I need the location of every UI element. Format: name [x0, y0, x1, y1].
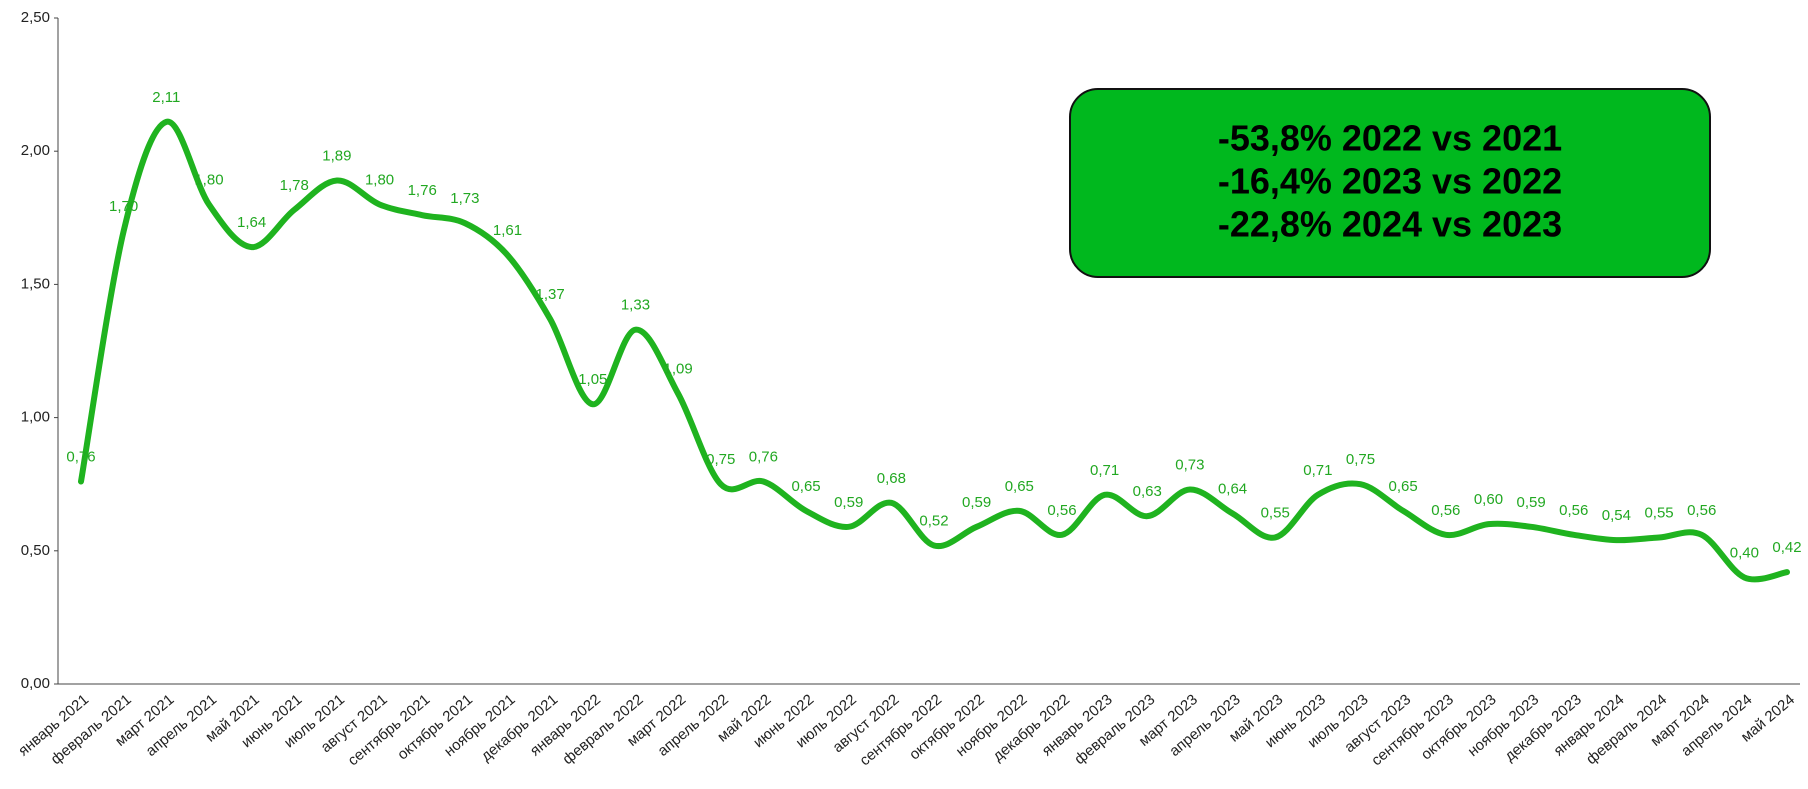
data-label: 0,55: [1644, 504, 1673, 521]
data-label: 1,64: [237, 214, 266, 231]
data-label: 0,56: [1431, 502, 1460, 519]
data-label: 1,78: [280, 177, 309, 194]
annotation: -53,8% 2022 vs 2021: [1218, 118, 1562, 159]
data-label: 0,75: [1346, 451, 1375, 468]
data-label: 0,56: [1559, 502, 1588, 519]
data-label: 0,76: [66, 449, 95, 466]
data-label: 0,65: [1005, 478, 1034, 495]
y-tick-label: 2,00: [21, 142, 50, 159]
annotation: -22,8% 2024 vs 2023: [1218, 204, 1562, 245]
data-label: 0,76: [749, 449, 778, 466]
data-label: 0,60: [1474, 491, 1503, 508]
annotation-box: [1069, 88, 1711, 278]
data-label: 1,09: [663, 361, 692, 378]
y-tick-label: 0,50: [21, 542, 50, 559]
data-label: 1,33: [621, 297, 650, 314]
data-label: 1,70: [109, 198, 138, 215]
data-label: 1,76: [408, 182, 437, 199]
data-label: 0,52: [919, 512, 948, 529]
y-tick-label: 0,00: [21, 675, 50, 692]
data-label: 0,59: [962, 494, 991, 511]
data-label: 0,55: [1261, 504, 1290, 521]
data-label: 1,89: [322, 147, 351, 164]
data-label: 0,64: [1218, 480, 1247, 497]
data-label: 1,73: [450, 190, 479, 207]
line: [78, 118, 1790, 583]
data-label: 2,11: [152, 89, 180, 106]
data-label: 0,65: [791, 478, 820, 495]
data-label: 0,56: [1687, 502, 1716, 519]
annotation: -16,4% 2023 vs 2022: [1218, 161, 1562, 202]
data-label: 0,73: [1175, 456, 1204, 473]
data-label: 0,71: [1303, 462, 1332, 479]
data-label: 1,80: [194, 171, 223, 188]
data-label: 0,65: [1389, 478, 1418, 495]
data-label: 0,42: [1772, 539, 1801, 556]
data-label: 1,05: [578, 371, 607, 388]
data-label: 0,68: [877, 470, 906, 487]
data-label: 1,61: [493, 222, 522, 239]
data-label: 0,56: [1047, 502, 1076, 519]
y-tick-label: 2,50: [21, 9, 50, 26]
data-label: 0,63: [1133, 483, 1162, 500]
data-label: 1,37: [536, 286, 565, 303]
data-label: 0,54: [1602, 507, 1631, 524]
data-label: 1,80: [365, 171, 394, 188]
y-tick-label: 1,50: [21, 275, 50, 292]
data-label: 0,59: [1516, 494, 1545, 511]
data-label: 0,59: [834, 494, 863, 511]
data-label: 0,71: [1090, 462, 1119, 479]
data-label: 0,40: [1730, 544, 1759, 561]
y-tick-label: 1,00: [21, 409, 50, 426]
data-label: 0,75: [706, 451, 735, 468]
